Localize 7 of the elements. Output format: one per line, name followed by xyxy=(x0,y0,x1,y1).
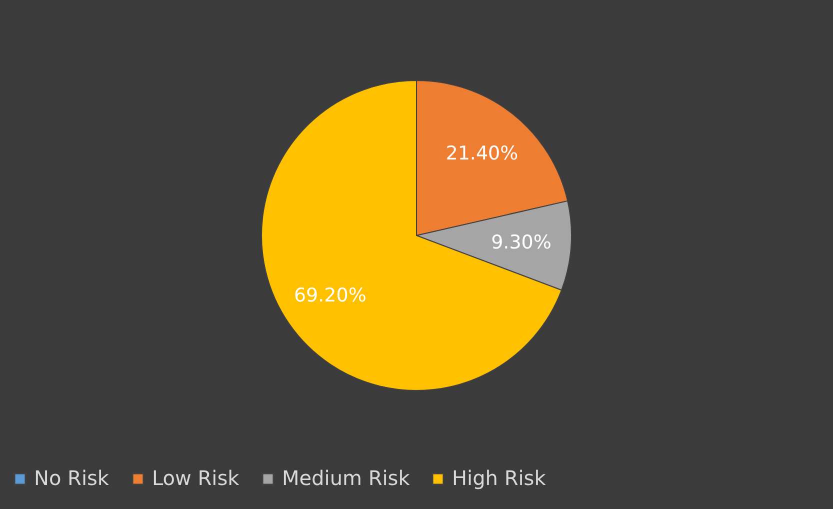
data-label: 69.20% xyxy=(294,284,366,306)
legend-label: Low Risk xyxy=(152,466,240,490)
data-label: 9.30% xyxy=(491,232,552,254)
legend-label: No Risk xyxy=(34,466,110,490)
legend-label: High Risk xyxy=(452,466,546,490)
data-label: 21.40% xyxy=(446,142,518,164)
legend-label: Medium Risk xyxy=(282,466,410,490)
